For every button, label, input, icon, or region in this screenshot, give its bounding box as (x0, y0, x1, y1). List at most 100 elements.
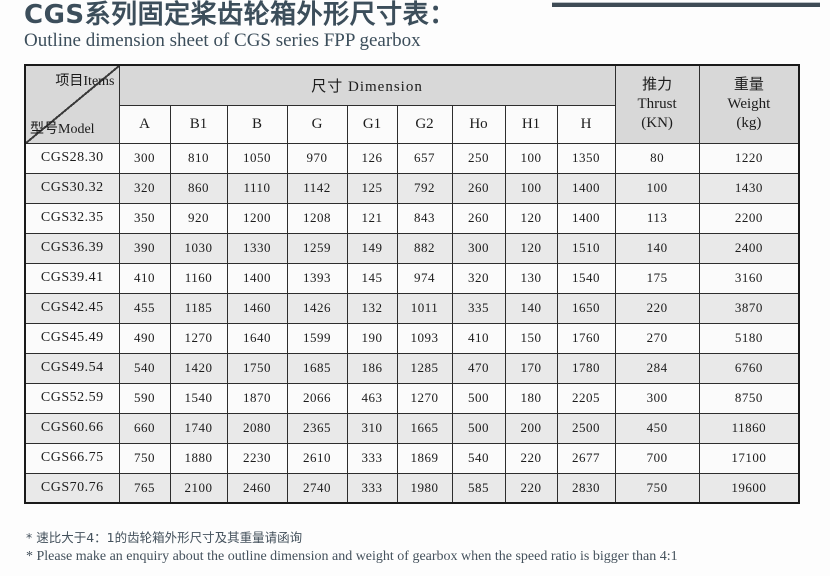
dim-value-cell: 1740 (169, 412, 228, 444)
table-row-cgs60.66: CGS60.66 660 1740 2080 2365 310 1665 500 200 2500… (24, 412, 800, 444)
dim-value-cell: 590 (118, 382, 171, 414)
table-row-cgs36.39: CGS36.39 390 1030 1330 1259 149 882 300 120 1510 1… (24, 232, 800, 264)
thrust-value-cell: 80 (614, 142, 700, 174)
weight-value-cell: 2200 (698, 202, 800, 234)
dim-value-cell: 765 (118, 472, 171, 504)
table-row-cgs42.45: CGS42.45 455 1185 1460 1426 132 1011 335 140 1650… (24, 292, 800, 324)
dim-value-cell: 490 (118, 322, 171, 354)
page-subtitle: Outline dimension sheet of CGS series FP… (24, 30, 421, 51)
dim-value-cell: 250 (451, 142, 506, 174)
dim-value-cell: 300 (118, 142, 171, 174)
thrust-value-cell: 100 (614, 172, 700, 204)
dim-value-cell: 149 (346, 232, 398, 264)
dim-value-cell: 2740 (286, 472, 348, 504)
dim-value-cell: 2205 (556, 382, 616, 414)
thrust-value-cell: 140 (614, 232, 700, 264)
model-cell: CGS36.39 (24, 232, 120, 264)
dim-column-header-g: G (286, 104, 348, 144)
dim-column-header-g2: G2 (396, 104, 453, 144)
dim-value-cell: 220 (504, 472, 558, 504)
dim-value-cell: 2100 (169, 472, 228, 504)
corner-items-label: 项目Items (55, 74, 115, 89)
dim-value-cell: 585 (451, 472, 506, 504)
dim-value-cell: 333 (346, 442, 398, 474)
page-header: CGS系列固定桨齿轮箱外形尺寸表： Outline dimension shee… (24, 0, 830, 52)
dim-value-cell: 1540 (556, 262, 616, 294)
dim-value-cell: 260 (451, 172, 506, 204)
dim-value-cell: 100 (504, 142, 558, 174)
dim-value-cell: 470 (451, 352, 506, 384)
model-cell: CGS70.76 (24, 472, 120, 504)
corner-model-label: 型号Model (30, 121, 95, 137)
dimension-column-header-row: A B1 B G G1 G2 Ho H1 H (25, 104, 799, 144)
model-cell: CGS52.59 (24, 382, 120, 414)
dim-value-cell: 1426 (286, 292, 348, 324)
weight-value-cell: 1220 (698, 142, 800, 174)
model-cell: CGS32.35 (24, 202, 120, 234)
dim-value-cell: 1142 (286, 172, 348, 204)
thrust-value-cell: 300 (614, 382, 700, 414)
dim-value-cell: 1270 (169, 322, 228, 354)
dim-column-header-h1: H1 (504, 104, 558, 144)
dim-value-cell: 1350 (556, 142, 616, 174)
dim-value-cell: 125 (346, 172, 398, 204)
thrust-value-cell: 750 (614, 472, 700, 504)
table-row-cgs30.32: CGS30.32 320 860 1110 1142 125 792 260 100 1400 10… (24, 172, 800, 204)
model-cell: CGS60.66 (24, 412, 120, 444)
dim-value-cell: 310 (346, 412, 398, 444)
dim-value-cell: 1050 (226, 142, 288, 174)
corner-header-cell: 项目Items 型号Model (24, 64, 120, 144)
dim-value-cell: 1685 (286, 352, 348, 384)
weight-value-cell: 1430 (698, 172, 800, 204)
weight-value-cell: 11860 (698, 412, 800, 444)
dim-value-cell: 843 (396, 202, 453, 234)
page-title: CGS系列固定桨齿轮箱外形尺寸表： (24, 0, 456, 30)
dim-value-cell: 540 (118, 352, 171, 384)
weight-value-cell: 19600 (698, 472, 800, 504)
dim-value-cell: 1640 (226, 322, 288, 354)
dim-value-cell: 320 (118, 172, 171, 204)
dim-value-cell: 1393 (286, 262, 348, 294)
dim-value-cell: 186 (346, 352, 398, 384)
dim-value-cell: 1780 (556, 352, 616, 384)
model-cell: CGS28.30 (24, 142, 120, 174)
dim-value-cell: 350 (118, 202, 171, 234)
weight-value-cell: 8750 (698, 382, 800, 414)
weight-value-cell: 17100 (698, 442, 800, 474)
thrust-value-cell: 220 (614, 292, 700, 324)
dim-value-cell: 2677 (556, 442, 616, 474)
dim-value-cell: 792 (396, 172, 453, 204)
dim-value-cell: 1869 (396, 442, 453, 474)
table-row-cgs52.59: CGS52.59 590 1540 1870 2066 463 1270 500 180 2205… (24, 382, 800, 414)
dim-value-cell: 150 (504, 322, 558, 354)
dim-value-cell: 1510 (556, 232, 616, 264)
dim-value-cell: 810 (169, 142, 228, 174)
dim-value-cell: 1870 (226, 382, 288, 414)
weight-value-cell: 3870 (698, 292, 800, 324)
dim-value-cell: 974 (396, 262, 453, 294)
dim-value-cell: 1259 (286, 232, 348, 264)
table-row-cgs49.54: CGS49.54 540 1420 1750 1685 186 1285 470 170 1780… (24, 352, 800, 384)
model-cell: CGS39.41 (24, 262, 120, 294)
dimension-table: 项目Items 型号Model 尺寸 Dimension 推力 Thrust (… (24, 64, 801, 504)
thrust-value-cell: 284 (614, 352, 700, 384)
model-cell: CGS66.75 (24, 442, 120, 474)
decorative-top-bar (552, 2, 820, 7)
model-cell: CGS42.45 (24, 292, 120, 324)
table-row-cgs39.41: CGS39.41 410 1160 1400 1393 145 974 320 130 1540 1… (24, 262, 800, 294)
dim-value-cell: 2230 (226, 442, 288, 474)
dim-value-cell: 320 (451, 262, 506, 294)
dim-value-cell: 1160 (169, 262, 228, 294)
dim-value-cell: 220 (504, 442, 558, 474)
dim-column-header-ho: Ho (451, 104, 506, 144)
dim-value-cell: 1093 (396, 322, 453, 354)
dim-value-cell: 1011 (396, 292, 453, 324)
dim-value-cell: 1650 (556, 292, 616, 324)
dim-value-cell: 882 (396, 232, 453, 264)
thrust-value-cell: 450 (614, 412, 700, 444)
dim-value-cell: 300 (451, 232, 506, 264)
dim-value-cell: 410 (118, 262, 171, 294)
dim-value-cell: 1400 (556, 172, 616, 204)
dim-value-cell: 2080 (226, 412, 288, 444)
model-cell: CGS45.49 (24, 322, 120, 354)
